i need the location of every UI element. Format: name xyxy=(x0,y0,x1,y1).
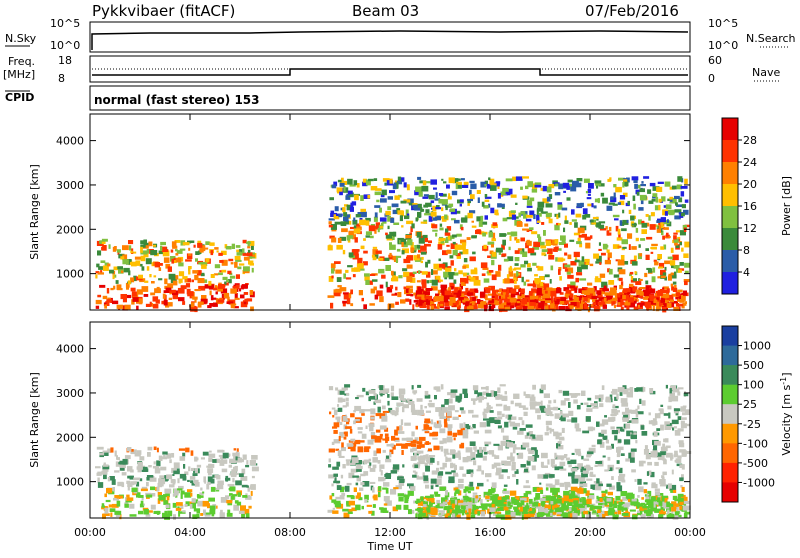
y-tick-label: 1000 xyxy=(56,268,84,281)
colorbar-swatch xyxy=(722,443,738,464)
echo-pixels xyxy=(95,384,692,520)
colorbar-swatch xyxy=(722,345,738,366)
y-tick-label: 2000 xyxy=(56,431,84,444)
colorbar-swatch xyxy=(722,423,738,444)
colorbar-swatch xyxy=(722,162,738,185)
colorbar-tick-label: 20 xyxy=(743,178,757,191)
colorbar-tick-label: 500 xyxy=(743,359,764,372)
x-tick-label: 00:00 xyxy=(74,526,106,539)
colorbar-swatch xyxy=(722,384,738,405)
nsky-panel xyxy=(89,21,691,53)
nsky-tick-bottom: 10^0 xyxy=(50,39,80,52)
colorbar-swatch xyxy=(722,250,738,273)
colorbar-tick-label: 25 xyxy=(743,398,757,411)
y-tick-label: 2000 xyxy=(56,223,84,236)
nave-label: Nave xyxy=(752,66,780,79)
y-tick-label: 3000 xyxy=(56,387,84,400)
colorbar-tick-label: -500 xyxy=(743,457,768,470)
freq-panel xyxy=(89,55,691,83)
nave-tick-bottom: 0 xyxy=(708,72,715,85)
colorbar-tick-label: 24 xyxy=(743,156,757,169)
y-tick-label: 4000 xyxy=(56,343,84,356)
colorbar-swatch xyxy=(722,118,738,141)
freq-label-1: Freq. xyxy=(8,55,35,68)
colorbar-swatch xyxy=(722,140,738,163)
x-tick-label: 16:00 xyxy=(474,526,506,539)
x-axis-label: Time UT xyxy=(366,540,412,553)
cpid-panel xyxy=(89,85,691,111)
colorbar-tick-label: -100 xyxy=(743,437,768,450)
nsearch-label: N.Search xyxy=(746,32,796,45)
x-tick-labels: 00:00 04:00 08:00 12:00 16:00 20:00 00:00 xyxy=(74,526,706,539)
date-title: 07/Feb/2016 xyxy=(585,2,679,20)
colorbar-swatch xyxy=(722,228,738,251)
colorbar-frame xyxy=(721,325,739,503)
colorbar-tick-label: 28 xyxy=(743,134,757,147)
y-tick-label: 3000 xyxy=(56,179,84,192)
y-tick-label: 4000 xyxy=(56,135,84,148)
nsearch-tick-top: 10^5 xyxy=(708,17,738,30)
echo-pixels xyxy=(95,176,691,313)
colorbar-swatch xyxy=(722,462,738,483)
freq-tick-top: 18 xyxy=(58,54,72,67)
colorbar-swatch xyxy=(722,184,738,207)
x-tick-label: 20:00 xyxy=(574,526,606,539)
colorbar-tick-label: 100 xyxy=(743,379,764,392)
freq-tick-bottom: 8 xyxy=(58,72,65,85)
colorbar-tick-label: -25 xyxy=(743,418,761,431)
colorbar-tick-label: 1000 xyxy=(743,340,771,353)
x-tick-label: 12:00 xyxy=(374,526,406,539)
colorbar-tick-label: 12 xyxy=(743,222,757,235)
x-tick-label: 00:00 xyxy=(674,526,706,539)
y-axis-label: Slant Range [km] xyxy=(28,372,41,468)
y-axis-label: Slant Range [km] xyxy=(28,164,41,260)
nsky-trace xyxy=(91,30,689,50)
colorbar-tick-label: 8 xyxy=(743,244,750,257)
colorbar-label: Velocity [m s-1] xyxy=(779,372,793,455)
colorbar-swatch xyxy=(722,365,738,386)
nsky-tick-top: 10^5 xyxy=(50,17,80,30)
y-tick-label: 1000 xyxy=(56,476,84,489)
colorbar-label: Power [dB] xyxy=(780,176,793,236)
x-tick-label: 04:00 xyxy=(174,526,206,539)
cpid-text: normal (fast stereo) 153 xyxy=(94,93,260,107)
x-tick-label: 08:00 xyxy=(274,526,306,539)
colorbar-swatch xyxy=(722,206,738,229)
power-panel: 1000 2000 3000 4000 Slant Range [km] 28 24 20 16… xyxy=(28,113,793,313)
cpid-label: CPID xyxy=(5,91,34,104)
freq-trace xyxy=(92,68,688,76)
nave-tick-top: 60 xyxy=(708,54,722,67)
freq-label-2: [MHz] xyxy=(3,68,35,81)
station-title: Pykkvibaer (fitACF) xyxy=(92,2,235,20)
colorbar-tick-label: 4 xyxy=(743,266,750,279)
velocity-panel: 1000 2000 3000 4000 Slant Range [km] 1000 500 1… xyxy=(28,321,793,520)
colorbar-swatch xyxy=(722,326,738,347)
nsky-label: N.Sky xyxy=(5,32,37,45)
beam-title: Beam 03 xyxy=(352,2,419,20)
colorbar-tick-label: 16 xyxy=(743,200,757,213)
nsearch-tick-bottom: 10^0 xyxy=(708,39,738,52)
colorbar-swatch xyxy=(722,272,738,295)
colorbar-swatch xyxy=(722,404,738,425)
colorbar-swatch xyxy=(722,482,738,503)
colorbar-tick-label: -1000 xyxy=(743,476,775,489)
